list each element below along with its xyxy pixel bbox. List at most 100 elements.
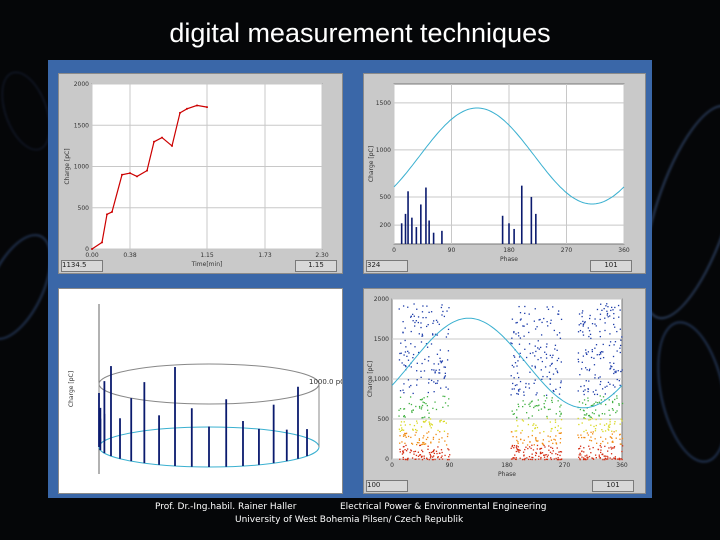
density-point bbox=[613, 368, 615, 371]
density-point bbox=[604, 430, 607, 432]
density-point bbox=[421, 443, 423, 446]
density-point bbox=[413, 424, 416, 427]
density-point bbox=[515, 436, 518, 438]
density-point bbox=[598, 414, 600, 416]
density-point bbox=[548, 449, 550, 451]
density-point bbox=[603, 424, 606, 426]
density-point bbox=[558, 451, 560, 453]
density-point bbox=[432, 322, 434, 325]
density-point bbox=[428, 452, 431, 454]
density-point bbox=[604, 386, 606, 388]
density-point bbox=[618, 380, 620, 382]
density-point bbox=[407, 306, 409, 308]
density-point bbox=[411, 411, 413, 414]
density-point bbox=[511, 388, 513, 390]
density-point bbox=[588, 455, 591, 458]
density-point bbox=[536, 326, 538, 328]
density-point bbox=[526, 323, 528, 325]
density-point bbox=[442, 420, 445, 423]
density-point bbox=[549, 408, 551, 410]
density-point bbox=[544, 351, 546, 353]
density-point bbox=[588, 414, 591, 417]
density-point bbox=[540, 408, 543, 410]
density-point bbox=[517, 389, 520, 391]
density-point bbox=[404, 424, 407, 426]
y-tick-label: 500 bbox=[378, 416, 390, 423]
density-point bbox=[534, 367, 537, 369]
density-point bbox=[429, 418, 432, 420]
x-tick-label: 180 bbox=[501, 462, 513, 469]
density-point bbox=[595, 344, 598, 346]
density-point bbox=[582, 310, 584, 312]
density-point bbox=[539, 451, 542, 453]
density-point bbox=[421, 333, 424, 335]
density-point bbox=[437, 363, 440, 365]
density-point bbox=[516, 417, 518, 419]
density-point bbox=[599, 330, 601, 333]
density-point bbox=[602, 396, 605, 398]
density-point bbox=[607, 442, 609, 444]
density-point bbox=[412, 392, 414, 395]
density-point bbox=[530, 401, 533, 403]
density-point bbox=[516, 448, 518, 450]
density-point bbox=[403, 434, 405, 436]
density-point bbox=[424, 416, 426, 418]
density-point bbox=[531, 456, 533, 459]
status-right-value: 1.15 bbox=[308, 261, 324, 269]
density-point bbox=[587, 397, 589, 399]
density-point bbox=[438, 441, 440, 443]
density-point bbox=[513, 356, 516, 358]
density-point bbox=[531, 444, 533, 446]
density-point bbox=[427, 391, 429, 394]
ring-annotation: 1000.0 pC bbox=[309, 378, 342, 386]
density-point bbox=[443, 420, 445, 423]
density-point bbox=[541, 360, 544, 363]
density-point bbox=[517, 332, 520, 334]
density-point bbox=[429, 457, 432, 459]
density-point bbox=[510, 458, 513, 460]
density-point bbox=[414, 450, 417, 453]
density-point bbox=[402, 429, 405, 431]
density-point bbox=[540, 369, 542, 371]
density-point bbox=[421, 362, 423, 365]
density-point bbox=[444, 372, 446, 374]
density-point bbox=[402, 450, 405, 452]
density-point bbox=[512, 435, 514, 438]
density-point bbox=[614, 371, 616, 373]
density-point bbox=[600, 449, 602, 451]
density-point bbox=[594, 323, 596, 325]
density-point bbox=[435, 408, 438, 411]
density-point bbox=[586, 456, 588, 458]
density-point bbox=[600, 442, 602, 445]
y-tick-label: 0 bbox=[85, 246, 89, 253]
density-point bbox=[447, 328, 450, 331]
density-point bbox=[415, 454, 418, 457]
density-point bbox=[578, 423, 580, 426]
density-point bbox=[621, 420, 623, 422]
density-point bbox=[613, 317, 615, 319]
status-right: 101 bbox=[592, 480, 634, 492]
density-point bbox=[516, 445, 518, 447]
density-point bbox=[441, 437, 443, 439]
density-point bbox=[557, 357, 560, 360]
y-tick-label: 500 bbox=[78, 205, 90, 212]
density-point bbox=[533, 406, 535, 409]
density-point bbox=[613, 344, 615, 346]
density-point bbox=[516, 372, 519, 374]
density-point bbox=[617, 304, 620, 307]
density-point bbox=[528, 387, 531, 389]
density-point bbox=[602, 351, 604, 353]
density-point bbox=[431, 458, 434, 461]
density-point bbox=[405, 433, 407, 435]
density-point bbox=[540, 447, 543, 450]
density-point bbox=[529, 458, 532, 461]
density-point bbox=[520, 432, 522, 434]
density-point bbox=[620, 443, 622, 445]
density-point bbox=[446, 359, 449, 361]
density-point bbox=[583, 436, 585, 439]
density-point bbox=[431, 333, 434, 335]
density-point bbox=[615, 371, 617, 374]
density-point bbox=[559, 432, 562, 435]
density-point bbox=[548, 440, 550, 443]
density-point bbox=[552, 306, 554, 308]
